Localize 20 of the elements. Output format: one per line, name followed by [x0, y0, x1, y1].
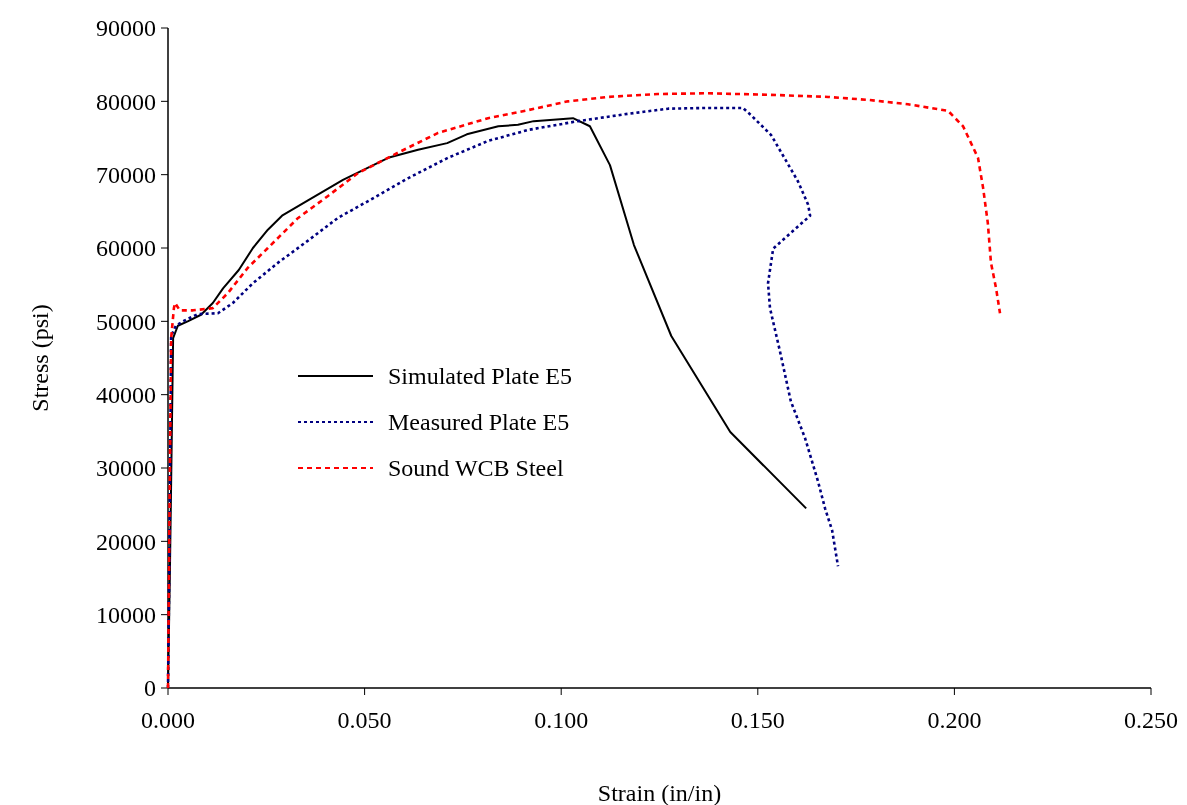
y-tick-label: 90000: [96, 15, 156, 42]
y-axis-title: Stress (psi): [27, 304, 53, 412]
x-tick-label: 0.100: [534, 707, 589, 733]
y-tick-label: 0: [144, 675, 156, 702]
legend-label: Measured Plate E5: [388, 409, 570, 436]
x-tick-label: 0.200: [927, 707, 982, 733]
y-tick-label: 80000: [96, 88, 156, 115]
y-tick-label: 60000: [96, 235, 156, 262]
y-tick-label: 10000: [96, 602, 156, 629]
legend-label: Simulated Plate E5: [388, 363, 572, 390]
y-tick-label: 20000: [96, 528, 156, 555]
legend-label: Sound WCB Steel: [388, 455, 564, 482]
x-tick-label: 0.150: [730, 707, 785, 733]
y-tick-label: 40000: [96, 382, 156, 409]
y-tick-label: 30000: [96, 455, 156, 482]
y-tick-label: 70000: [96, 162, 156, 189]
x-tick-label: 0.000: [141, 707, 195, 733]
y-tick-label: 50000: [96, 308, 156, 335]
x-tick-label: 0.250: [1124, 707, 1178, 733]
x-tick-label: 0.050: [337, 707, 392, 733]
